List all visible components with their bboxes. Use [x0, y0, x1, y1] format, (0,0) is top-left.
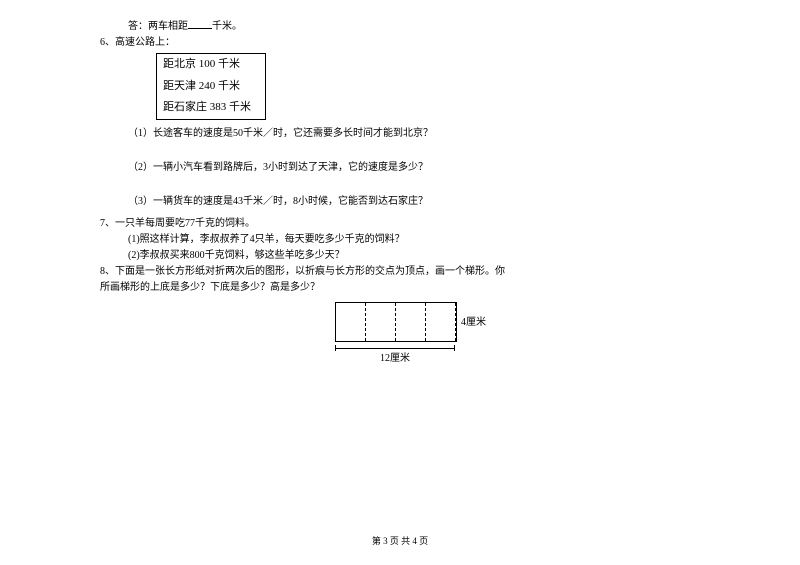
fold-segment — [336, 303, 366, 341]
q5-answer-line: 答：两车相距 千米。 — [100, 18, 700, 35]
q7-label: 7、一只羊每周要吃77千克的饲料。 — [100, 216, 700, 232]
q5-prefix: 答：两车相距 — [128, 21, 188, 32]
q6-part1: （1）长途客车的速度是50千米／时，它还需要多长时间才能到北京？ — [100, 126, 700, 142]
fold-diagram: 4厘米 12厘米 — [335, 302, 465, 367]
height-label: 4厘米 — [461, 315, 486, 331]
q6-part2: （2）一辆小汽车看到路牌后，3小时到达了天津，它的速度是多少？ — [100, 160, 700, 176]
sign-line-3: 距石家庄 383 千米 — [157, 97, 265, 119]
spacer — [100, 142, 700, 160]
width-label: 12厘米 — [335, 351, 455, 367]
page-content: 答：两车相距 千米。 6、高速公路上： 距北京 100 千米 距天津 240 千米… — [0, 0, 800, 367]
fold-segment — [426, 303, 456, 341]
sign-line-2: 距天津 240 千米 — [157, 76, 265, 98]
rectangle: 4厘米 — [335, 302, 457, 342]
tick — [454, 345, 455, 351]
q7-part1: (1)照这样计算，李叔叔养了4只羊，每天要吃多少千克的饲料？ — [100, 232, 700, 248]
q6-part3: （3）一辆货车的速度是43千米／时，8小时候，它能否到达石家庄？ — [100, 194, 700, 210]
q8-line2: 所画梯形的上底是多少？下底是多少？高是多少？ — [100, 280, 700, 296]
q7-part2: (2)李叔叔买来800千克饲料，够这些羊吃多少天？ — [100, 248, 700, 264]
q5-blank — [188, 18, 212, 29]
width-dimension-line — [335, 348, 455, 349]
fold-segment — [366, 303, 396, 341]
fold-segment — [396, 303, 426, 341]
q6-label: 6、高速公路上： — [100, 35, 700, 51]
spacer — [100, 176, 700, 194]
road-sign: 距北京 100 千米 距天津 240 千米 距石家庄 383 千米 — [156, 53, 266, 120]
sign-line-1: 距北京 100 千米 — [157, 54, 265, 76]
q5-suffix: 千米。 — [212, 21, 242, 32]
q8-line1: 8、下面是一张长方形纸对折两次后的图形，以折痕与长方形的交点为顶点，画一个梯形。… — [100, 264, 700, 280]
page-footer: 第 3 页 共 4 页 — [0, 534, 800, 547]
tick — [335, 345, 336, 351]
